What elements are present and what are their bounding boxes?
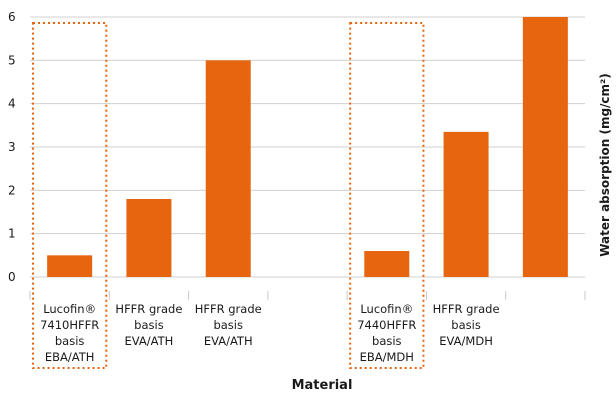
- category-label-4-0: Lucofin®: [360, 302, 413, 316]
- y-tick-label-2: 2: [8, 183, 16, 197]
- category-label-4-1: 7440HFFR: [357, 318, 416, 332]
- bar-5: [443, 131, 489, 277]
- category-label-0-3: EBA/ATH: [45, 350, 95, 364]
- category-label-2-2: EVA/ATH: [204, 334, 253, 348]
- highlight-box-0: [32, 22, 108, 369]
- y-tick-label-4: 4: [8, 97, 16, 111]
- y-tick-label-5: 5: [8, 53, 16, 67]
- y-tick-label-0: 0: [8, 270, 16, 284]
- category-label-1-2: EVA/ATH: [125, 334, 174, 348]
- bar-4: [364, 251, 410, 277]
- category-label-0-1: 7410HFFR: [40, 318, 99, 332]
- y-axis-label: Water absorption (mg/cm²): [598, 73, 612, 257]
- category-label-1-0: HFFR grade: [115, 302, 182, 316]
- bar-0: [47, 255, 93, 277]
- bar-2: [205, 60, 251, 278]
- x-axis-label: Material: [292, 378, 353, 393]
- y-tick-label-3: 3: [8, 140, 16, 154]
- y-tick-label-1: 1: [8, 227, 16, 241]
- category-label-5-2: EVA/MDH: [439, 334, 493, 348]
- category-label-0-2: basis: [55, 334, 85, 348]
- category-label-1-1: basis: [134, 318, 164, 332]
- category-label-5-1: basis: [451, 318, 481, 332]
- x-tick-marks: [29, 291, 586, 300]
- bar-6: [522, 17, 568, 277]
- category-labels: Lucofin® 7410HFFR basis EBA/ATH HFFR grade ba…: [40, 302, 499, 364]
- category-label-2-0: HFFR grade: [195, 302, 262, 316]
- highlight-boxes: [32, 22, 425, 369]
- y-tick-labels: 0 1 2 3 4 5 6: [8, 10, 16, 284]
- category-label-0-0: Lucofin®: [43, 302, 96, 316]
- category-label-2-1: basis: [213, 318, 243, 332]
- gridlines: [30, 16, 585, 278]
- bars: [47, 17, 568, 278]
- bar-1: [126, 199, 172, 277]
- highlight-box-1: [349, 22, 425, 369]
- category-label-4-3: EBA/MDH: [360, 350, 414, 364]
- category-label-5-0: HFFR grade: [433, 302, 500, 316]
- y-tick-label-6: 6: [8, 10, 16, 24]
- category-label-4-2: basis: [372, 334, 402, 348]
